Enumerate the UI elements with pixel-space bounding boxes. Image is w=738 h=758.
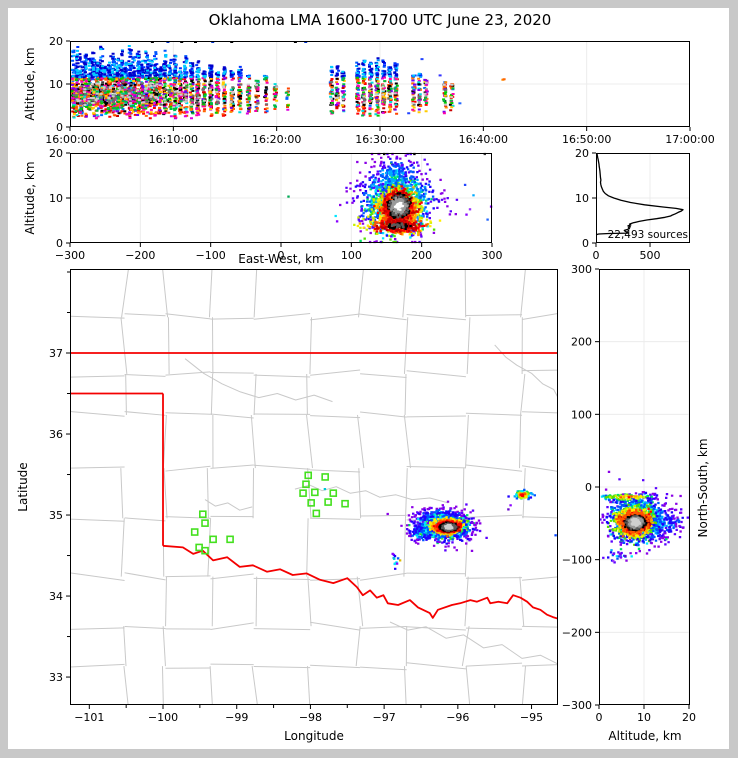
svg-text:500: 500 [640, 249, 661, 262]
svg-text:0: 0 [56, 237, 63, 250]
svg-text:0: 0 [593, 249, 600, 262]
svg-text:−100: −100 [196, 249, 226, 262]
svg-text:10: 10 [49, 192, 63, 205]
svg-text:0: 0 [56, 121, 63, 134]
figure-background [8, 8, 729, 749]
source-count-annotation: 22,493 sources [607, 229, 688, 241]
svg-text:37: 37 [49, 347, 63, 360]
svg-text:0: 0 [278, 249, 285, 262]
svg-text:10: 10 [575, 192, 589, 205]
svg-text:−300: −300 [562, 699, 592, 712]
svg-text:33: 33 [49, 671, 63, 684]
svg-text:100: 100 [341, 249, 362, 262]
svg-text:20: 20 [49, 147, 63, 160]
svg-text:16:30:00: 16:30:00 [355, 133, 404, 146]
svg-text:0: 0 [596, 711, 603, 724]
svg-text:16:50:00: 16:50:00 [562, 133, 611, 146]
svg-text:0: 0 [585, 481, 592, 494]
svg-text:16:10:00: 16:10:00 [149, 133, 198, 146]
svg-text:17:00:00: 17:00:00 [665, 133, 714, 146]
eastwest-panel-xlabel: East-West, km [238, 252, 324, 266]
svg-text:−99: −99 [225, 711, 248, 724]
panel-eastwest-altitude-scatter: −300 −200 −100 0 100 200 300 0 10 20 [49, 147, 503, 262]
svg-text:200: 200 [411, 249, 432, 262]
northsouth-panel-xlabel: Altitude, km [608, 729, 682, 743]
map-ylabel-latitude: Latitude [16, 462, 30, 512]
map-xlabel-longitude: Longitude [284, 729, 344, 743]
svg-text:35: 35 [49, 509, 63, 522]
svg-text:0: 0 [582, 237, 589, 250]
svg-text:16:40:00: 16:40:00 [459, 133, 508, 146]
svg-text:−98: −98 [299, 711, 322, 724]
svg-text:34: 34 [49, 590, 63, 603]
svg-text:16:00:00: 16:00:00 [45, 133, 94, 146]
svg-text:10: 10 [49, 78, 63, 91]
panel-altitude-northsouth-scatter: 0 10 20 300 200 100 0 −100 −200 −300 [562, 263, 696, 724]
svg-text:300: 300 [571, 263, 592, 276]
svg-text:20: 20 [682, 711, 696, 724]
eastwest-panel-ylabel: Altitude, km [23, 161, 37, 235]
svg-text:36: 36 [49, 428, 63, 441]
svg-text:−97: −97 [373, 711, 396, 724]
svg-text:−101: −101 [74, 711, 104, 724]
svg-text:−95: −95 [520, 711, 543, 724]
northsouth-panel-ylabel: North-South, km [696, 438, 710, 538]
svg-text:20: 20 [575, 147, 589, 160]
svg-text:100: 100 [571, 408, 592, 421]
svg-text:−200: −200 [562, 626, 592, 639]
panel-time-height-scatter: 16:00:00 16:10:00 16:20:00 16:30:00 16:40:00… [45, 35, 714, 146]
svg-text:−300: −300 [55, 249, 85, 262]
svg-text:−200: −200 [125, 249, 155, 262]
time-panel-ylabel: Altitude, km [23, 47, 37, 121]
svg-text:10: 10 [637, 711, 651, 724]
figure-title: Oklahoma LMA 1600-1700 UTC June 23, 2020 [208, 11, 552, 29]
svg-text:300: 300 [482, 249, 503, 262]
svg-text:−100: −100 [562, 554, 592, 567]
panel-plan-view-map: −101 −100 −99 −98 −97 −96 −95 33 34 35 36 37 [49, 269, 558, 724]
svg-text:−96: −96 [446, 711, 469, 724]
panel-altitude-source-histogram: 0 500 0 10 20 [575, 147, 690, 262]
svg-text:−100: −100 [148, 711, 178, 724]
svg-text:20: 20 [49, 35, 63, 48]
svg-text:200: 200 [571, 336, 592, 349]
svg-text:16:20:00: 16:20:00 [252, 133, 301, 146]
